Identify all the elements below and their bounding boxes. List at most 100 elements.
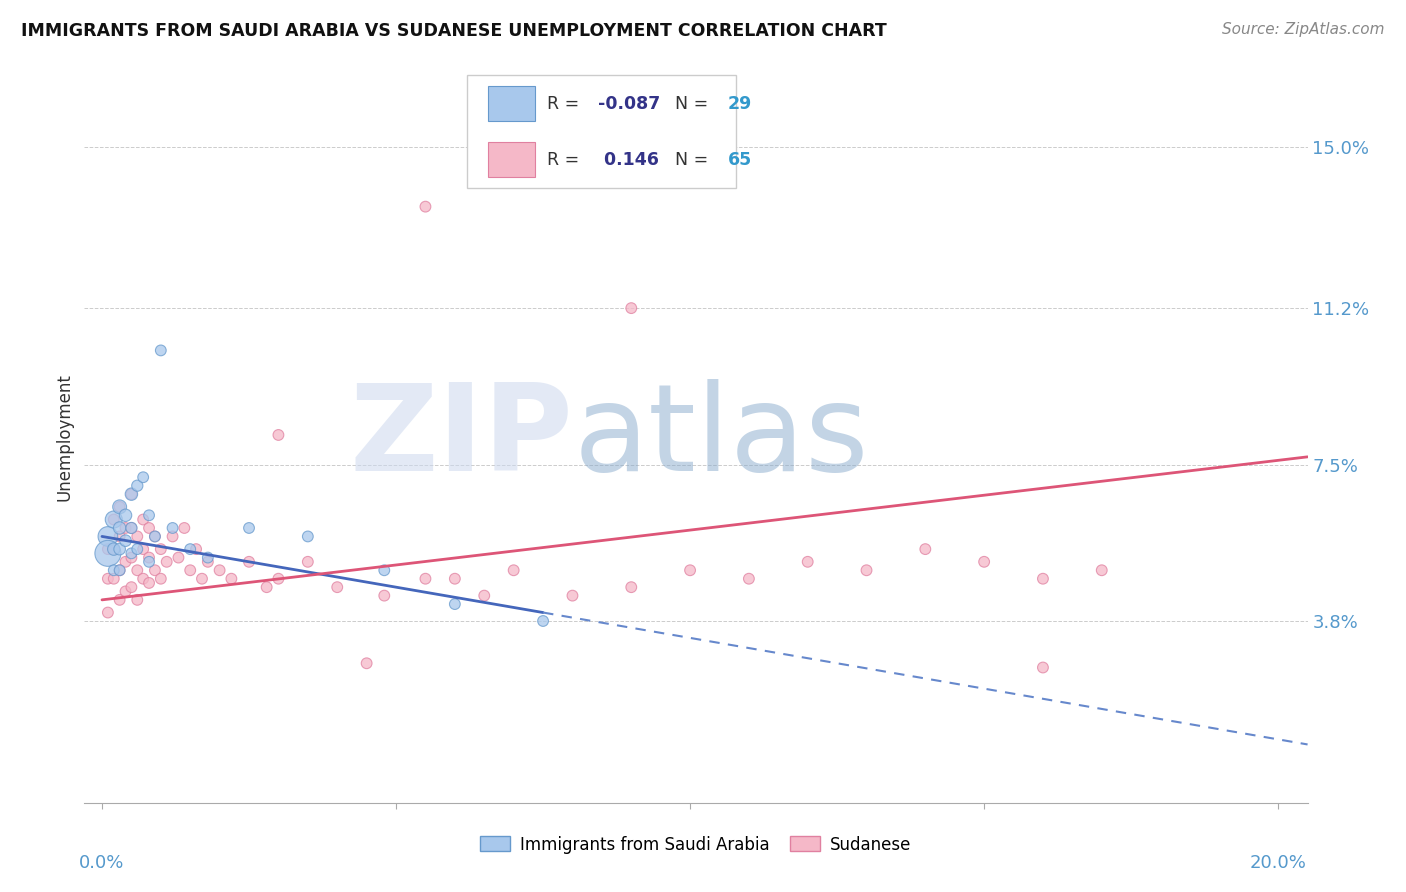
FancyBboxPatch shape <box>488 143 534 178</box>
Point <box>1091 563 1114 577</box>
Point <box>114 533 136 548</box>
Point <box>108 563 131 577</box>
Point <box>561 589 583 603</box>
Point <box>108 500 131 514</box>
Point <box>738 572 761 586</box>
Point <box>127 592 149 607</box>
Point <box>120 521 142 535</box>
Point <box>326 580 349 594</box>
Point <box>162 529 184 543</box>
Point <box>531 614 554 628</box>
Point <box>103 512 125 526</box>
Point <box>415 200 437 214</box>
Point <box>127 563 149 577</box>
Point <box>149 542 172 557</box>
Point <box>97 546 120 560</box>
Point <box>138 550 160 565</box>
Point <box>97 529 120 543</box>
Point <box>127 479 149 493</box>
Text: 65: 65 <box>728 151 752 169</box>
Point <box>138 576 160 591</box>
Point <box>143 563 166 577</box>
Point <box>267 572 290 586</box>
Text: R =: R = <box>547 95 585 112</box>
Point <box>267 428 290 442</box>
Point <box>179 542 201 557</box>
Text: R =: R = <box>547 151 585 169</box>
Point <box>679 563 702 577</box>
Point <box>114 584 136 599</box>
Point <box>120 487 142 501</box>
Point <box>855 563 877 577</box>
FancyBboxPatch shape <box>467 75 737 188</box>
Point <box>297 529 319 543</box>
Text: atlas: atlas <box>574 378 869 496</box>
Point <box>108 521 131 535</box>
Point <box>108 542 131 557</box>
Point <box>1032 572 1054 586</box>
Point <box>256 580 278 594</box>
Point <box>120 580 142 594</box>
Point <box>197 555 219 569</box>
Point <box>356 657 378 671</box>
Point <box>472 589 495 603</box>
Text: 29: 29 <box>728 95 752 112</box>
Point <box>103 542 125 557</box>
Point <box>208 563 231 577</box>
Point <box>103 563 125 577</box>
Point <box>197 550 219 565</box>
Text: 20.0%: 20.0% <box>1250 854 1306 871</box>
Point <box>238 521 260 535</box>
Point <box>149 343 172 358</box>
Point <box>221 572 243 586</box>
Point <box>143 529 166 543</box>
Point <box>914 542 936 557</box>
Point <box>297 555 319 569</box>
Point <box>444 572 467 586</box>
Point <box>108 592 131 607</box>
Point <box>973 555 995 569</box>
Point <box>132 512 155 526</box>
Point <box>138 555 160 569</box>
Point <box>103 542 125 557</box>
Text: ZIP: ZIP <box>350 378 574 496</box>
Point <box>238 555 260 569</box>
Point <box>149 572 172 586</box>
Point <box>97 542 120 557</box>
Point <box>502 563 524 577</box>
Text: -0.087: -0.087 <box>598 95 661 112</box>
Point <box>143 529 166 543</box>
FancyBboxPatch shape <box>488 86 534 121</box>
Point <box>114 555 136 569</box>
Point <box>173 521 195 535</box>
Point <box>138 508 160 523</box>
Text: N =: N = <box>675 95 714 112</box>
Y-axis label: Unemployment: Unemployment <box>55 373 73 501</box>
Point <box>120 487 142 501</box>
Point <box>120 521 142 535</box>
Point <box>184 542 207 557</box>
Text: N =: N = <box>675 151 714 169</box>
Point <box>162 521 184 535</box>
Point <box>138 521 160 535</box>
Point <box>796 555 818 569</box>
Point <box>444 597 467 611</box>
Point <box>620 580 643 594</box>
Point <box>114 521 136 535</box>
Point <box>132 470 155 484</box>
Text: 0.146: 0.146 <box>598 151 659 169</box>
Point <box>97 606 120 620</box>
Point <box>108 500 131 514</box>
Point <box>103 572 125 586</box>
Point <box>120 546 142 560</box>
Point <box>127 542 149 557</box>
Point <box>114 508 136 523</box>
Point <box>373 563 395 577</box>
Point <box>167 550 190 565</box>
Point <box>103 512 125 526</box>
Point <box>132 572 155 586</box>
Point <box>108 529 131 543</box>
Point <box>179 563 201 577</box>
Point <box>373 589 395 603</box>
Point <box>97 572 120 586</box>
